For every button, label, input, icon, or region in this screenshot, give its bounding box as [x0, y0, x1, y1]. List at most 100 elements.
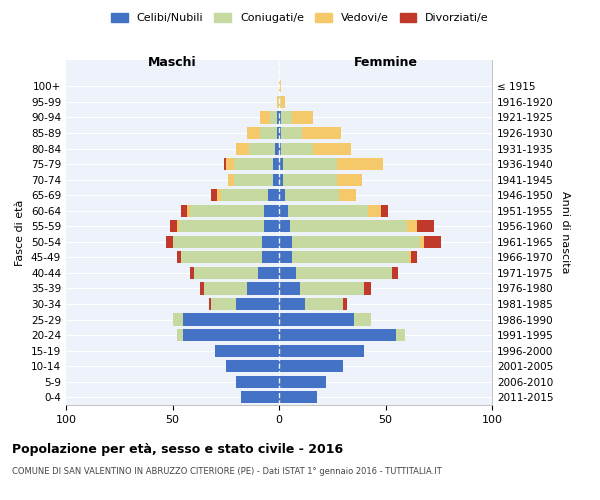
- Bar: [279, 376, 326, 388]
- Bar: [275, 142, 279, 154]
- Bar: [281, 142, 313, 154]
- Bar: [279, 391, 317, 404]
- Text: COMUNE DI SAN VALENTINO IN ABRUZZO CITERIORE (PE) - Dati ISTAT 1° gennaio 2016 -: COMUNE DI SAN VALENTINO IN ABRUZZO CITER…: [12, 468, 442, 476]
- Bar: [215, 344, 279, 356]
- Bar: [409, 252, 411, 264]
- Bar: [381, 204, 388, 217]
- Bar: [287, 204, 368, 217]
- Bar: [200, 282, 205, 294]
- Bar: [190, 267, 194, 279]
- Bar: [187, 204, 190, 217]
- Bar: [368, 204, 381, 217]
- Bar: [194, 267, 258, 279]
- Bar: [283, 174, 337, 186]
- Bar: [407, 220, 418, 232]
- Bar: [279, 252, 292, 264]
- Bar: [302, 127, 341, 139]
- Bar: [228, 174, 234, 186]
- Bar: [236, 298, 279, 310]
- Bar: [281, 96, 286, 108]
- Bar: [177, 329, 183, 341]
- Bar: [264, 220, 279, 232]
- Bar: [234, 158, 272, 170]
- Y-axis label: Fasce di età: Fasce di età: [16, 200, 25, 266]
- Bar: [247, 282, 279, 294]
- Bar: [396, 329, 404, 341]
- Bar: [279, 204, 287, 217]
- Bar: [305, 298, 343, 310]
- Bar: [264, 204, 279, 217]
- Bar: [281, 127, 302, 139]
- Bar: [411, 252, 418, 264]
- Bar: [279, 96, 281, 108]
- Bar: [177, 220, 179, 232]
- Bar: [286, 189, 338, 202]
- Bar: [279, 80, 281, 92]
- Bar: [170, 220, 177, 232]
- Bar: [279, 344, 364, 356]
- Bar: [226, 360, 279, 372]
- Bar: [292, 252, 409, 264]
- Bar: [279, 282, 301, 294]
- Bar: [183, 329, 279, 341]
- Bar: [209, 298, 211, 310]
- Bar: [234, 174, 272, 186]
- Bar: [279, 314, 353, 326]
- Bar: [281, 112, 292, 124]
- Bar: [296, 267, 392, 279]
- Bar: [272, 158, 279, 170]
- Bar: [211, 189, 217, 202]
- Bar: [268, 189, 279, 202]
- Bar: [279, 220, 290, 232]
- Bar: [211, 298, 236, 310]
- Bar: [279, 267, 296, 279]
- Bar: [241, 391, 279, 404]
- Bar: [173, 236, 262, 248]
- Bar: [272, 174, 279, 186]
- Bar: [279, 142, 281, 154]
- Bar: [292, 112, 313, 124]
- Legend: Celibi/Nubili, Coniugati/e, Vedovi/e, Divorziati/e: Celibi/Nubili, Coniugati/e, Vedovi/e, Di…: [107, 8, 493, 28]
- Bar: [290, 220, 407, 232]
- Text: Popolazione per età, sesso e stato civile - 2016: Popolazione per età, sesso e stato civil…: [12, 442, 343, 456]
- Bar: [271, 112, 277, 124]
- Bar: [173, 314, 183, 326]
- Bar: [279, 127, 281, 139]
- Bar: [279, 236, 292, 248]
- Bar: [337, 174, 362, 186]
- Bar: [353, 314, 371, 326]
- Bar: [338, 189, 356, 202]
- Bar: [279, 158, 283, 170]
- Bar: [262, 252, 279, 264]
- Bar: [279, 112, 281, 124]
- Bar: [247, 127, 260, 139]
- Bar: [292, 236, 419, 248]
- Y-axis label: Anni di nascita: Anni di nascita: [560, 191, 570, 274]
- Bar: [283, 158, 337, 170]
- Bar: [181, 204, 187, 217]
- Bar: [262, 236, 279, 248]
- Bar: [418, 220, 434, 232]
- Bar: [190, 204, 264, 217]
- Bar: [236, 142, 249, 154]
- Bar: [217, 189, 221, 202]
- Text: Femmine: Femmine: [353, 56, 418, 68]
- Bar: [277, 96, 279, 108]
- Bar: [279, 298, 305, 310]
- Bar: [364, 282, 371, 294]
- Bar: [236, 376, 279, 388]
- Bar: [258, 267, 279, 279]
- Text: Maschi: Maschi: [148, 56, 197, 68]
- Bar: [424, 236, 441, 248]
- Bar: [419, 236, 424, 248]
- Bar: [177, 252, 181, 264]
- Bar: [183, 314, 279, 326]
- Bar: [337, 158, 383, 170]
- Bar: [205, 282, 247, 294]
- Bar: [301, 282, 364, 294]
- Bar: [279, 329, 396, 341]
- Bar: [277, 112, 279, 124]
- Bar: [279, 174, 283, 186]
- Bar: [226, 158, 234, 170]
- Bar: [279, 360, 343, 372]
